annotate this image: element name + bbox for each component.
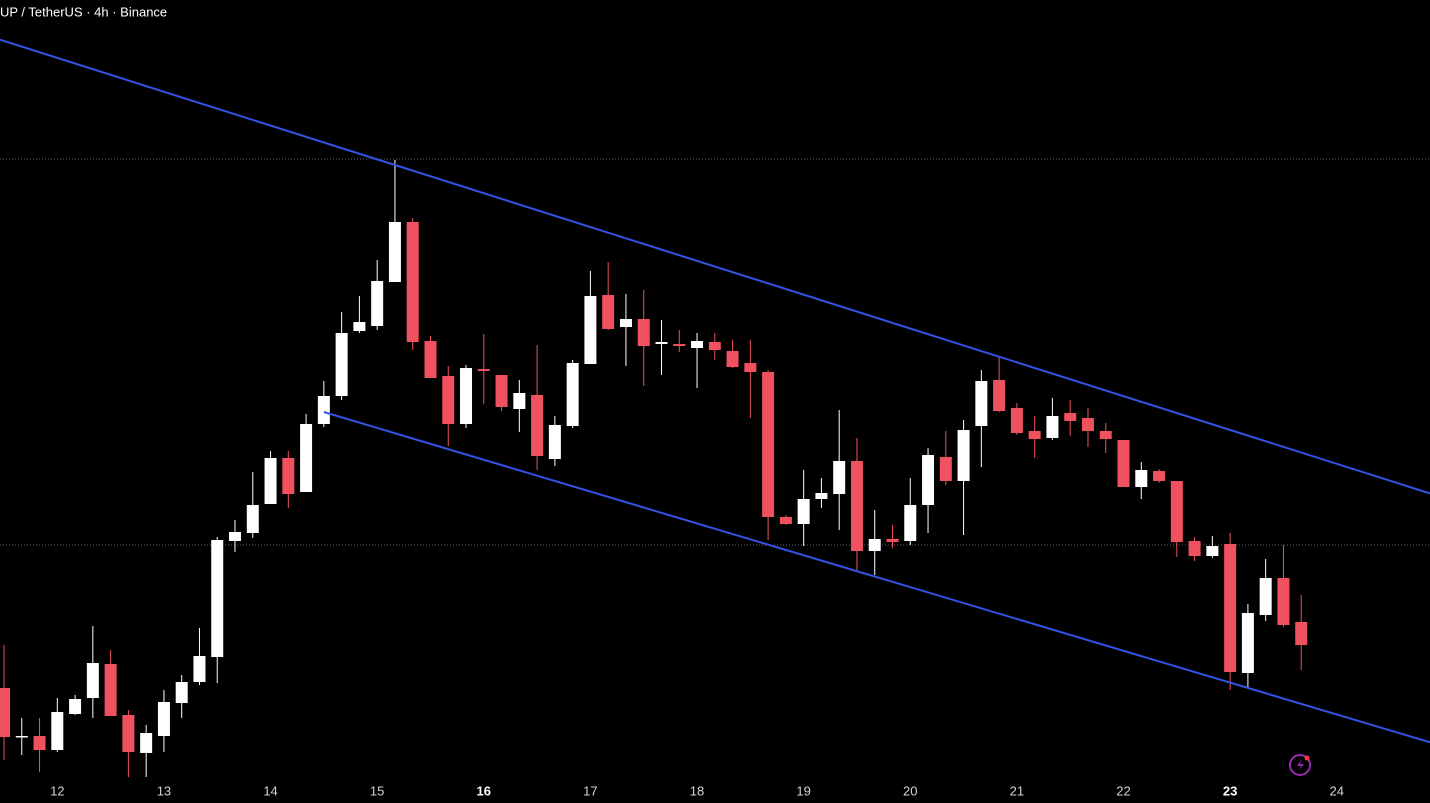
- candle-body: [424, 341, 437, 378]
- candle-body: [922, 455, 935, 505]
- candle-body: [371, 281, 384, 326]
- candle-body: [86, 663, 99, 698]
- candle-body: [0, 688, 10, 737]
- candle-body: [673, 344, 686, 346]
- logo-dot: [1304, 755, 1310, 761]
- x-tick-label: 17: [583, 783, 597, 798]
- candle-body: [531, 395, 544, 456]
- candle-body: [833, 461, 846, 494]
- candle-body: [548, 425, 561, 459]
- x-tick-label: 22: [1116, 783, 1130, 798]
- candle-body: [993, 380, 1006, 411]
- candle-body: [406, 222, 419, 342]
- candle-body: [477, 369, 490, 371]
- candle-body: [1135, 470, 1148, 487]
- candle-body: [1153, 471, 1166, 481]
- candle-body: [1081, 418, 1094, 431]
- candle-body: [602, 295, 615, 329]
- candle-body: [726, 351, 739, 367]
- candle-body: [211, 540, 224, 657]
- candle-body: [495, 375, 508, 407]
- candle-body: [637, 319, 650, 346]
- candle-body: [566, 363, 579, 426]
- x-tick-label: 18: [690, 783, 704, 798]
- candle-body: [904, 505, 917, 541]
- x-tick-label: 15: [370, 783, 384, 798]
- candle-body: [1241, 613, 1254, 673]
- candle-body: [140, 733, 153, 753]
- x-tick-label: 20: [903, 783, 917, 798]
- logo-ring: [1289, 754, 1311, 776]
- candle-body: [850, 461, 863, 551]
- candle-body: [229, 532, 242, 541]
- candle-body: [655, 342, 668, 344]
- candle-body: [797, 499, 810, 524]
- candle-body: [335, 333, 348, 396]
- candle-body: [1028, 431, 1041, 439]
- x-tick-label: 14: [263, 783, 277, 798]
- candle-body: [300, 424, 313, 492]
- x-tick-label: 12: [50, 783, 64, 798]
- logo: [1289, 754, 1311, 776]
- candle-body: [51, 712, 64, 750]
- candle-body: [868, 539, 881, 551]
- candle-body: [460, 368, 473, 424]
- candle-body: [442, 376, 455, 424]
- candle-body: [282, 458, 295, 494]
- candle-body: [975, 381, 988, 426]
- candle-body: [939, 457, 952, 481]
- x-tick-label: 19: [796, 783, 810, 798]
- candle-body: [1295, 622, 1308, 645]
- candle-body: [708, 342, 721, 350]
- candle-body: [1188, 541, 1201, 556]
- candle-body: [69, 699, 82, 714]
- x-tick-label: 16: [477, 783, 491, 798]
- chart-title: UP / TetherUS · 4h · Binance: [0, 4, 167, 19]
- candle-body: [762, 372, 775, 517]
- candle-body: [1117, 440, 1130, 487]
- trend-line: [0, 38, 1430, 495]
- candle-body: [1259, 578, 1272, 615]
- candle-body: [1206, 546, 1219, 556]
- candle-body: [1224, 544, 1237, 672]
- candle-body: [1170, 481, 1183, 542]
- candle-body: [513, 393, 526, 409]
- x-tick-label: 13: [157, 783, 171, 798]
- x-tick-label: 21: [1010, 783, 1024, 798]
- candle-body: [1010, 408, 1023, 433]
- candle-body: [353, 322, 366, 331]
- candle-body: [33, 736, 46, 750]
- logo-bolt: [1297, 759, 1304, 771]
- candle-body: [886, 539, 899, 542]
- candle-body: [815, 493, 828, 499]
- candle-body: [246, 505, 259, 533]
- candle-body: [1099, 431, 1112, 439]
- candle-body: [1046, 416, 1059, 438]
- candle-body: [122, 715, 135, 752]
- candle-body: [744, 363, 757, 372]
- candle-body: [388, 222, 401, 282]
- candle-body: [317, 396, 330, 424]
- candle-body: [193, 656, 206, 682]
- x-tick-label: 23: [1223, 783, 1237, 798]
- candle-body: [1277, 578, 1290, 625]
- candle-body: [264, 458, 277, 504]
- candle-body: [1064, 413, 1077, 421]
- candle-body: [779, 517, 792, 524]
- candle-body: [175, 682, 188, 703]
- trend-line: [323, 411, 1430, 744]
- x-tick-label: 24: [1330, 783, 1344, 798]
- candle-body: [157, 702, 170, 736]
- candle-body: [619, 319, 632, 327]
- candle-body: [15, 736, 28, 738]
- candle-body: [957, 430, 970, 481]
- candle-body: [691, 341, 704, 348]
- candle-body: [584, 296, 597, 364]
- candle-body: [104, 664, 117, 716]
